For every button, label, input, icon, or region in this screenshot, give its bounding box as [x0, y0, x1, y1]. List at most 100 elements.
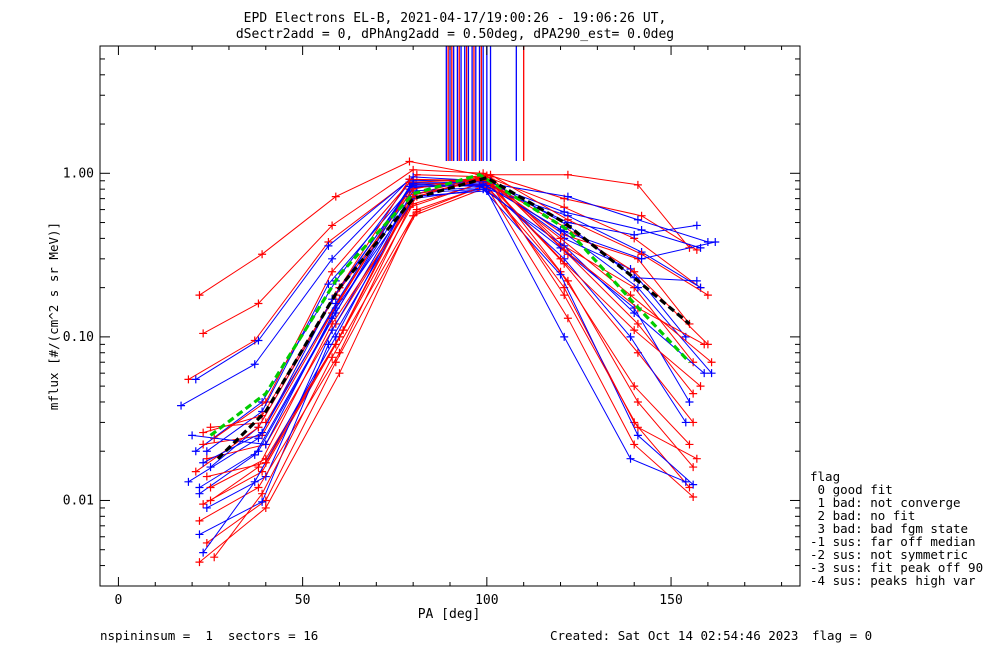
data-point: [261, 440, 270, 449]
legend-title: flag: [810, 469, 841, 484]
data-point: [685, 397, 694, 406]
series-line-22: [206, 185, 712, 452]
data-point: [560, 332, 569, 341]
data-point: [633, 423, 642, 432]
data-point: [331, 308, 340, 317]
data-point: [258, 489, 267, 498]
data-point: [206, 496, 215, 505]
legend-item: -3 sus: fit peak off 90: [810, 560, 984, 575]
legend-item: -1 sus: far off median: [810, 534, 976, 549]
data-point: [563, 314, 572, 323]
data-point: [689, 389, 698, 398]
legend-item: 0 good fit: [810, 482, 893, 497]
data-point: [199, 440, 208, 449]
y-tick-label: 0.01: [63, 493, 94, 508]
data-point: [637, 211, 646, 220]
data-point: [707, 369, 716, 378]
data-point: [409, 165, 418, 174]
data-point: [328, 295, 337, 304]
data-point: [405, 175, 414, 184]
y-tick-label: 1.00: [63, 166, 94, 181]
data-point: [199, 548, 208, 557]
data-point: [626, 454, 635, 463]
chart-title-line1: EPD Electrons EL-B, 2021-04-17/19:00:26 …: [244, 11, 667, 26]
data-point: [711, 238, 720, 247]
data-point: [202, 447, 211, 456]
data-point: [633, 319, 642, 328]
data-point: [210, 553, 219, 562]
data-point: [199, 500, 208, 509]
data-point: [331, 358, 340, 367]
data-point: [328, 254, 337, 263]
data-point: [254, 447, 263, 456]
data-point: [191, 375, 200, 384]
data-point: [556, 226, 565, 235]
data-point: [637, 226, 646, 235]
data-point: [563, 192, 572, 201]
series-line-12: [202, 180, 690, 505]
footer-created: Created: Sat Oct 14 02:54:46 2023: [550, 628, 799, 643]
data-point: [563, 276, 572, 285]
data-point: [630, 273, 639, 282]
data-point: [685, 440, 694, 449]
series-layer: [177, 157, 720, 567]
data-point: [195, 558, 204, 567]
data-point: [339, 326, 348, 335]
data-point: [328, 267, 337, 276]
footer-info: nspininsum = 1 sectors = 16: [100, 628, 319, 643]
x-tick-label: 150: [659, 593, 682, 608]
data-point: [633, 397, 642, 406]
data-point: [254, 434, 263, 443]
data-point: [206, 463, 215, 472]
data-point: [331, 340, 340, 349]
series-line-19: [202, 190, 686, 553]
series-line-14: [199, 181, 694, 522]
data-point: [191, 467, 200, 476]
data-point: [626, 332, 635, 341]
data-point: [195, 291, 204, 300]
data-point: [331, 332, 340, 341]
x-tick-label: 0: [115, 593, 123, 608]
series-line-0: [199, 160, 690, 296]
data-point: [202, 472, 211, 481]
data-point: [258, 428, 267, 437]
data-point: [556, 234, 565, 243]
series-line-5: [195, 181, 697, 452]
series-line-28: [202, 181, 697, 464]
chart-title-line2: dSectr2add = 0, dPhAng2add = 0.50deg, dP…: [236, 27, 674, 42]
data-point: [191, 447, 200, 456]
series-line-13: [206, 186, 687, 509]
data-point: [250, 360, 259, 369]
data-point: [630, 382, 639, 391]
data-point: [261, 503, 270, 512]
data-point: [692, 454, 701, 463]
data-point: [637, 254, 646, 263]
data-point: [681, 477, 690, 486]
data-point: [409, 190, 418, 199]
data-point: [556, 270, 565, 279]
series-line-21: [213, 178, 709, 439]
data-point: [633, 215, 642, 224]
data-point: [328, 319, 337, 328]
legend-item: -4 sus: peaks high var: [810, 573, 976, 588]
x-tick-label: 100: [475, 593, 498, 608]
data-point: [692, 221, 701, 230]
series-line-18: [213, 183, 698, 558]
data-point: [331, 192, 340, 201]
data-point: [556, 243, 565, 252]
data-point: [195, 530, 204, 539]
data-point: [328, 353, 337, 362]
legend-item: -2 sus: not symmetric: [810, 547, 969, 562]
series-line-30: [209, 172, 691, 437]
data-point: [254, 423, 263, 432]
data-point: [560, 245, 569, 254]
data-point: [254, 483, 263, 492]
data-point: [703, 291, 712, 300]
data-point: [250, 477, 259, 486]
series-line-24: [192, 188, 705, 445]
data-point: [184, 375, 193, 384]
data-point: [689, 463, 698, 472]
legend-item: 2 bad: no fit: [810, 508, 916, 523]
data-point: [630, 440, 639, 449]
